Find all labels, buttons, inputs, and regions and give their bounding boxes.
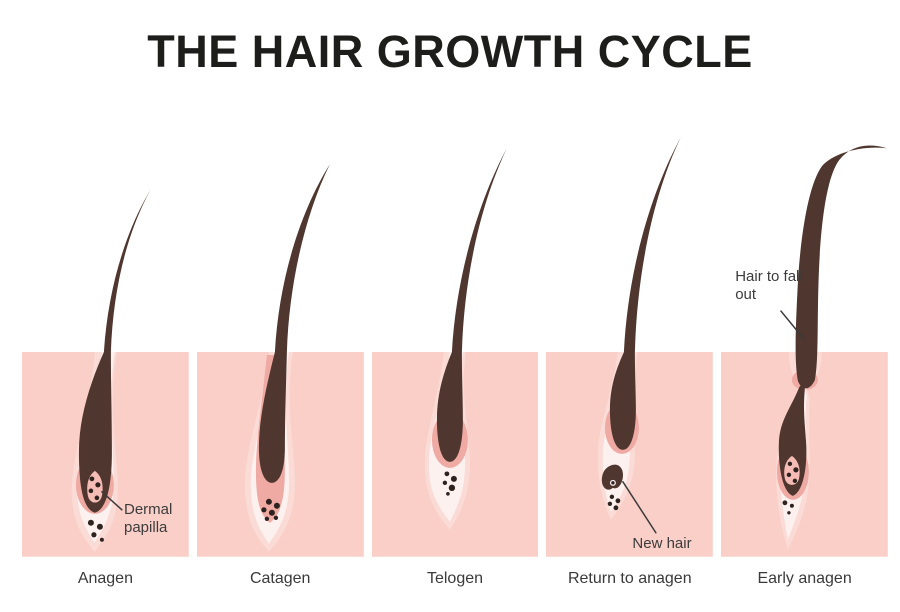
follicle-illustration-telogen: [371, 148, 539, 557]
stage-panel-telogen: Telogen: [371, 122, 539, 588]
annotation-line: [101, 491, 123, 511]
annotation-new-hair: New hair: [632, 535, 692, 552]
stage-panels-row: Dermal papilla Anagen Catagen: [22, 122, 888, 588]
hair-shaft: [436, 148, 507, 462]
cell-dots: [261, 498, 280, 521]
stage-panel-return-to-anagen: New hair Return to anagen: [546, 122, 714, 588]
stage-panel-anagen: Dermal papilla Anagen: [22, 122, 189, 588]
new-hair-bud: [602, 464, 624, 490]
stage-label-telogen: Telogen: [426, 570, 484, 587]
follicle-illustration-return-to-anagen: [546, 137, 714, 557]
follicle-illustration-catagen: [196, 164, 364, 557]
hair-shaft: [258, 164, 330, 483]
annotation-dermal-papilla: Dermal papilla: [124, 501, 173, 536]
annotation-line: [780, 310, 805, 340]
stage-label-anagen: Anagen: [77, 570, 133, 587]
cell-dots: [782, 461, 799, 515]
stage-panel-catagen: Catagen: [196, 122, 364, 588]
hair-shaft: [610, 137, 682, 450]
cell-dots: [87, 476, 104, 542]
annotation-hair-to-fall-out: Hair to fall out: [735, 268, 803, 303]
cell-dots: [608, 481, 621, 511]
stage-panel-early-anagen: Hair to fall out Early anagen: [721, 122, 888, 588]
cell-dots: [442, 471, 457, 496]
annotation-line: [622, 481, 658, 534]
stage-label-return-to-anagen: Return to anagen: [567, 570, 692, 587]
follicle-illustration-anagen: [22, 189, 189, 557]
club-hair-falling-out: [795, 145, 887, 389]
hair-shaft: [78, 189, 151, 513]
stage-label-catagen: Catagen: [249, 570, 311, 587]
page-title: THE HAIR GROWTH CYCLE: [147, 26, 753, 77]
follicle-illustration-early-anagen: [721, 145, 888, 557]
stage-label-early-anagen: Early anagen: [757, 570, 852, 587]
